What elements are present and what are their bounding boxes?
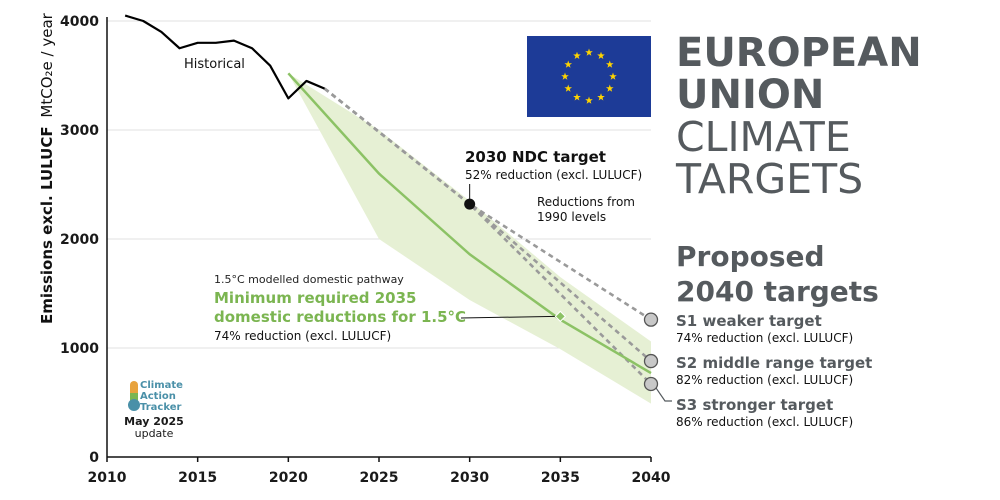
flag-star-icon — [585, 48, 593, 56]
flag-star-icon — [605, 84, 614, 92]
x-tick-label: 2035 — [541, 470, 580, 486]
target-s1-name: S1 weaker target — [676, 312, 822, 330]
historical-line — [124, 14, 326, 100]
target-s3-detail: 86% reduction (excl. LULUCF) — [676, 415, 853, 429]
flag-star-icon — [564, 60, 573, 68]
y-tick-label: 4000 — [60, 14, 99, 30]
min-2035-leader — [460, 315, 556, 319]
eu-flag-stars — [561, 48, 617, 104]
flag-star-icon — [573, 93, 581, 101]
target-s3-name: S3 stronger target — [676, 396, 833, 414]
cat-date-line2: update — [134, 427, 174, 440]
title-line-4: TARGETS — [676, 155, 864, 203]
flag-star-icon — [597, 51, 605, 59]
flag-star-icon — [564, 84, 573, 92]
title-line-3: CLIMATE — [676, 113, 851, 161]
projection-line-3 — [323, 87, 652, 385]
target-s2-name: S2 middle range target — [676, 354, 872, 372]
title-line-1: EUROPEAN — [676, 30, 922, 76]
cat-date: May 2025 update — [112, 416, 196, 440]
cat-logo-line3: Tracker — [140, 402, 182, 413]
ndc-2030-title: 2030 NDC target — [465, 148, 606, 166]
x-tick-label: 2040 — [632, 470, 671, 486]
flag-star-icon — [561, 72, 569, 80]
title-line-2: UNION — [676, 72, 825, 118]
y-axis-label: Emissions excl. LULUCF MtCO₂e / year — [38, 12, 56, 324]
target-marker-s3 — [643, 376, 659, 392]
flag-star-icon — [585, 96, 593, 104]
pathway-range-band — [288, 73, 651, 404]
cat-date-line1: May 2025 — [124, 415, 184, 428]
x-tick-label: 2015 — [178, 470, 217, 486]
target-s1-detail: 74% reduction (excl. LULUCF) — [676, 331, 853, 345]
flag-star-icon — [605, 60, 614, 68]
reductions-note-line1: Reductions from — [537, 195, 635, 209]
flag-star-icon — [609, 72, 617, 80]
y-axis-label-unit: MtCO₂e / year — [38, 12, 56, 117]
target-s2-detail: 82% reduction (excl. LULUCF) — [676, 373, 853, 387]
y-axis-label-main: Emissions excl. LULUCF — [38, 126, 56, 324]
thermometer-icon — [128, 381, 140, 411]
x-tick-label: 2010 — [88, 470, 127, 486]
projection-lines-group — [323, 87, 652, 385]
projection-line-2 — [323, 87, 652, 363]
axes: 0 1000 2000 3000 4000 2010 2015 2020 2025 2030 203… — [60, 14, 671, 486]
ndc-2030-point — [464, 198, 476, 210]
pathway-label: 1.5°C modelled domestic pathway — [214, 273, 404, 286]
target-marker-s2 — [643, 353, 659, 369]
y-tick-label: 2000 — [60, 232, 99, 248]
reductions-note-line2: 1990 levels — [537, 210, 606, 224]
cat-logo-text: Climate Action Tracker — [140, 380, 183, 413]
flag-star-icon — [597, 93, 605, 101]
x-tick-label: 2025 — [360, 470, 399, 486]
min-2035-detail: 74% reduction (excl. LULUCF) — [214, 329, 391, 343]
marks-group — [460, 184, 672, 402]
cat-logo-line1: Climate — [140, 380, 183, 391]
flag-star-icon — [573, 51, 581, 59]
y-tick-label: 3000 — [60, 123, 99, 139]
x-tick-label: 2030 — [450, 470, 489, 486]
target-marker-s1 — [643, 312, 659, 327]
pathway-band-group — [288, 73, 651, 404]
projection-line-1 — [323, 87, 652, 321]
ndc-2030-detail: 52% reduction (excl. LULUCF) — [465, 168, 642, 182]
eu-flag-icon — [527, 36, 651, 117]
series-lines-group — [124, 14, 652, 375]
target-s3-leader — [655, 387, 672, 402]
pathway-median-line — [287, 72, 652, 375]
y-tick-label: 0 — [89, 450, 99, 466]
x-tick-label: 2020 — [269, 470, 308, 486]
min-2035-title-line1: Minimum required 2035 — [214, 289, 416, 307]
proposed-heading-line1: Proposed — [676, 240, 825, 273]
min-2035-point — [554, 310, 567, 323]
cat-logo-line2: Action — [140, 391, 176, 402]
y-tick-label: 1000 — [60, 341, 99, 357]
proposed-heading-line2: 2040 targets — [676, 275, 879, 308]
min-2035-title-line2: domestic reductions for 1.5°C — [214, 308, 466, 326]
historical-label: Historical — [184, 57, 245, 72]
